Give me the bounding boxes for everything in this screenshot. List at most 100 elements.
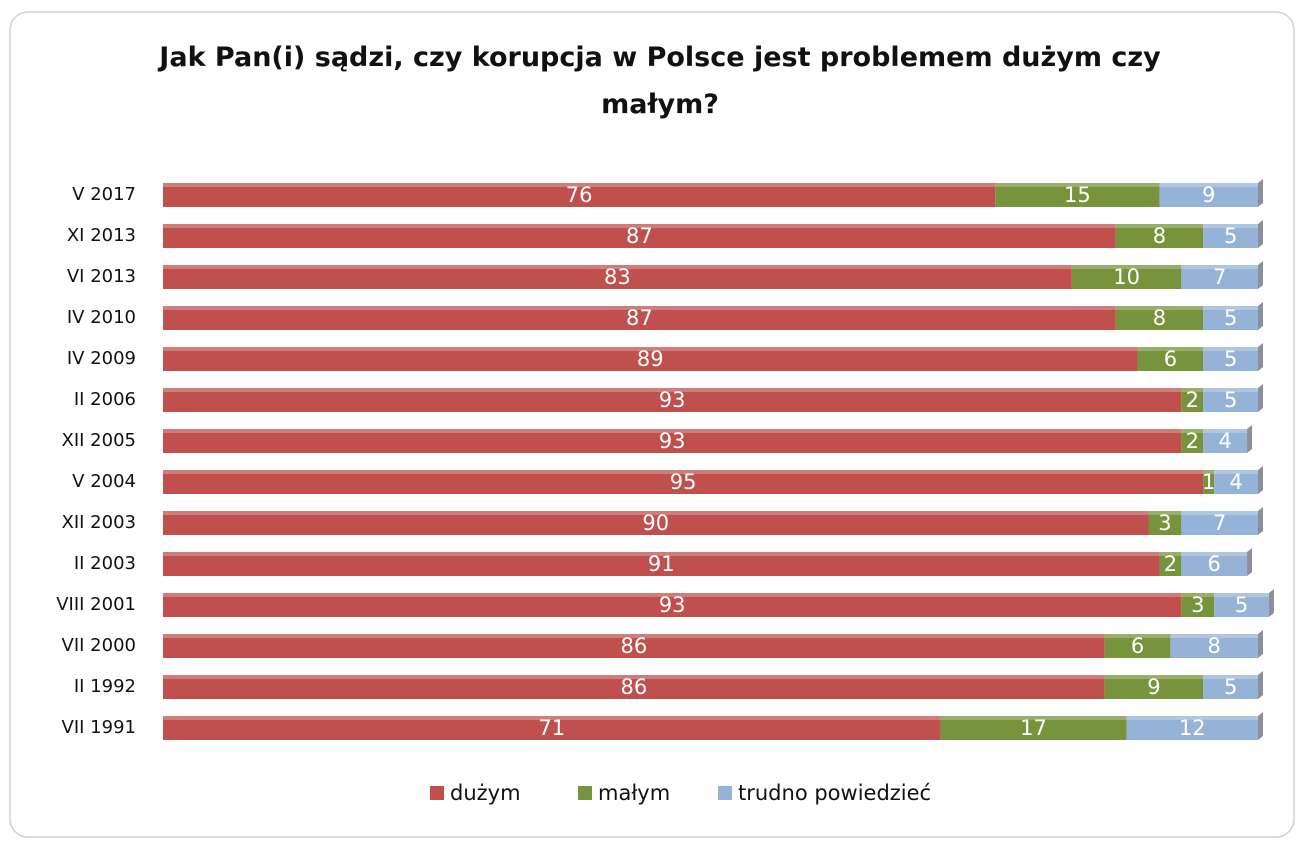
bar-segment — [163, 593, 1182, 617]
bar-highlight — [1203, 429, 1248, 433]
y-tick-label: II 1992 — [74, 676, 136, 697]
bar-highlight — [1214, 593, 1269, 597]
data-label: 76 — [566, 183, 593, 207]
legend-label: trudno powiedzieć — [738, 781, 931, 805]
legend-label: dużym — [450, 781, 521, 805]
data-label: 7 — [1213, 511, 1226, 535]
bar-highlight — [1203, 306, 1258, 310]
bar-segment — [1203, 224, 1258, 248]
bar-highlight — [1126, 716, 1258, 720]
data-label: 93 — [659, 593, 686, 617]
bar-segment — [1203, 675, 1258, 699]
bar-end-face — [1258, 384, 1263, 412]
data-label: 6 — [1164, 347, 1177, 371]
data-label: 89 — [637, 347, 664, 371]
bar-end-face — [1258, 179, 1263, 207]
bar-highlight — [163, 552, 1160, 556]
bar-highlight — [163, 716, 941, 720]
y-tick-label: V 2017 — [72, 184, 136, 205]
data-label: 86 — [620, 634, 647, 658]
y-tick-label: XII 2003 — [62, 512, 136, 533]
data-label: 5 — [1224, 388, 1237, 412]
y-tick-label: IV 2010 — [67, 307, 136, 328]
data-label: 10 — [1113, 265, 1140, 289]
data-label: 2 — [1164, 552, 1177, 576]
bar-highlight — [1181, 552, 1248, 556]
bar-segment — [163, 183, 996, 207]
bar-end-face — [1258, 630, 1263, 658]
bar-highlight — [163, 306, 1116, 310]
y-tick-label: XI 2013 — [67, 225, 136, 246]
legend-swatch — [578, 786, 592, 800]
data-label: 3 — [1191, 593, 1204, 617]
legend-swatch — [430, 786, 444, 800]
bar-highlight — [1104, 634, 1171, 638]
bar-segment — [1181, 552, 1248, 576]
bar-segment — [1203, 388, 1258, 412]
bar-segment — [163, 265, 1072, 289]
data-label: 12 — [1179, 716, 1206, 740]
bar-highlight — [1115, 224, 1204, 228]
bar-segment — [1148, 511, 1182, 535]
data-label: 2 — [1186, 388, 1199, 412]
data-label: 9 — [1202, 183, 1215, 207]
data-label: 71 — [538, 716, 565, 740]
bar-highlight — [1181, 388, 1204, 392]
bar-highlight — [163, 593, 1182, 597]
bar-end-face — [1258, 220, 1263, 248]
bar-highlight — [1181, 265, 1258, 269]
data-label: 93 — [659, 388, 686, 412]
bar-highlight — [1203, 388, 1258, 392]
bar-end-face — [1258, 712, 1263, 740]
bar-segment — [163, 552, 1160, 576]
bar-end-face — [1268, 589, 1274, 617]
data-label: 90 — [642, 511, 669, 535]
bar-highlight — [1071, 265, 1182, 269]
bar-highlight — [163, 224, 1116, 228]
data-label: 5 — [1224, 347, 1237, 371]
data-label: 6 — [1131, 634, 1144, 658]
bar-end-face — [1247, 548, 1253, 576]
data-label: 5 — [1235, 593, 1248, 617]
bar-segment — [1203, 429, 1248, 453]
bar-segment — [1126, 716, 1258, 740]
data-label: 9 — [1147, 675, 1160, 699]
bar-highlight — [163, 388, 1182, 392]
bar-end-face — [1258, 466, 1263, 494]
bar-highlight — [163, 470, 1204, 474]
data-label: 17 — [1020, 716, 1047, 740]
bar-highlight — [995, 183, 1160, 187]
bar-segment — [1181, 388, 1204, 412]
bar-segment — [1170, 634, 1258, 658]
bar-segment — [1181, 429, 1204, 453]
data-label: 5 — [1224, 675, 1237, 699]
bar-segment — [163, 388, 1182, 412]
bar-highlight — [163, 347, 1138, 351]
data-label: 86 — [620, 675, 647, 699]
bar-highlight — [1181, 429, 1204, 433]
bar-segment — [1181, 511, 1258, 535]
bar-highlight — [163, 265, 1072, 269]
data-label: 87 — [626, 306, 653, 330]
y-tick-label: II 2006 — [74, 389, 136, 410]
chart-title: Jak Pan(i) sądzi, czy korupcja w Polsce … — [159, 42, 1161, 120]
bar-end-face — [1258, 302, 1263, 330]
bar-end-face — [1258, 507, 1263, 535]
y-tick-label: IV 2009 — [67, 348, 136, 369]
bar-end-face — [1258, 261, 1263, 289]
data-label: 5 — [1224, 306, 1237, 330]
bar-segment — [1071, 265, 1182, 289]
bar-highlight — [1148, 511, 1182, 515]
bar-segment — [1203, 470, 1215, 494]
legend-label: małym — [598, 781, 670, 805]
bar-highlight — [1203, 347, 1258, 351]
bar-segment — [163, 306, 1116, 330]
y-tick-label: VIII 2001 — [56, 594, 136, 615]
bar-highlight — [1203, 470, 1215, 474]
y-tick-label: V 2004 — [72, 471, 136, 492]
bar-end-face — [1247, 425, 1253, 453]
bar-segment — [163, 429, 1182, 453]
y-tick-label: VII 1991 — [62, 717, 136, 738]
data-label: 95 — [670, 470, 697, 494]
